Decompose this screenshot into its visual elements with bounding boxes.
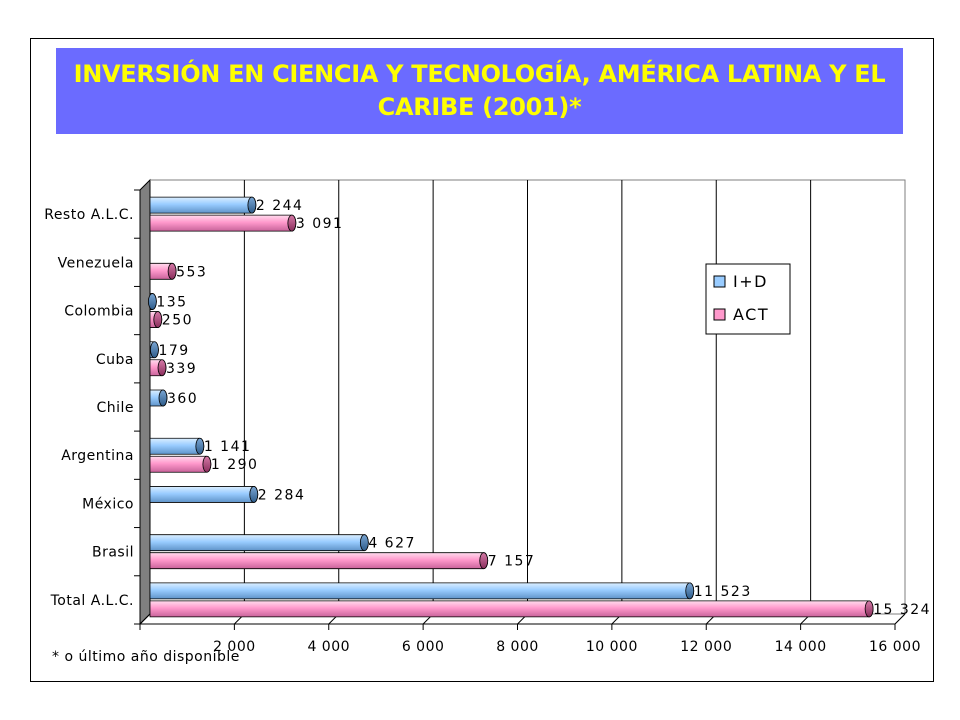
- bar-cap: [249, 486, 259, 503]
- bar-cap: [202, 455, 212, 473]
- bar-act: [149, 552, 489, 570]
- gridline-floor: [894, 613, 906, 625]
- x-tick-label: 6 000: [402, 639, 445, 655]
- legend-label: I+D: [733, 272, 768, 291]
- bar-act: [149, 455, 212, 473]
- x-tick-label: 12 000: [680, 639, 732, 655]
- footnote: * o último año disponible: [52, 649, 240, 665]
- x-tick-label: 16 000: [869, 639, 921, 655]
- bar-cap: [287, 214, 297, 232]
- x-tick-label: 8 000: [496, 639, 539, 655]
- data-label: 7 157: [488, 554, 536, 570]
- category-label: Brasil: [92, 545, 134, 561]
- bar-cap: [479, 552, 489, 570]
- category-label: Total A.L.C.: [50, 593, 134, 609]
- legend-swatch: [713, 275, 726, 288]
- data-labels: 2 244 3 091 553 135 250 179 339 360 1 141 1 290 2 …: [156, 198, 931, 618]
- data-label: 250: [162, 313, 193, 329]
- category-label: Colombia: [64, 304, 134, 320]
- x-tick-label: 4 000: [307, 639, 350, 655]
- data-label: 4 627: [368, 536, 416, 552]
- chart-title: INVERSIÓN EN CIENCIA Y TECNOLOGÍA, AMÉRI…: [73, 60, 886, 121]
- title-banner: INVERSIÓN EN CIENCIA Y TECNOLOGÍA, AMÉRI…: [56, 48, 903, 134]
- bar-cap: [359, 534, 369, 552]
- gridline-floor: [139, 613, 151, 625]
- data-label: 135: [156, 295, 187, 311]
- category-label: México: [82, 496, 134, 512]
- x-tick-label: 2 000: [213, 639, 256, 655]
- data-label: 179: [158, 343, 189, 359]
- bar-id: [149, 534, 369, 552]
- gridlines: [139, 180, 906, 630]
- data-label: 15 324: [873, 602, 931, 618]
- chart-frame: [30, 38, 934, 682]
- bar-cap: [150, 341, 159, 359]
- x-tick-label: 14 000: [775, 639, 827, 655]
- data-label: 360: [167, 391, 198, 407]
- bar-cap: [247, 196, 257, 214]
- category-label: Chile: [96, 400, 134, 416]
- bar-cap: [864, 600, 874, 618]
- data-label: 339: [166, 361, 197, 377]
- data-label: 1 290: [211, 457, 259, 473]
- category-label: Argentina: [61, 448, 134, 464]
- bar-cap: [685, 582, 695, 600]
- legend: I+D ACT: [705, 263, 791, 335]
- category-label: Cuba: [96, 352, 134, 368]
- bar-cap: [158, 389, 168, 407]
- bar-cap: [195, 437, 205, 455]
- x-tick-labels: 2 000 4 000 6 000 8 000 10 000 12 000 14 000 16…: [213, 639, 921, 655]
- legend-swatch: [713, 308, 726, 321]
- data-label: 3 091: [296, 216, 344, 232]
- left-wall: [139, 178, 151, 626]
- category-label: Resto A.L.C.: [44, 207, 134, 223]
- data-label: 11 523: [694, 584, 752, 600]
- bar-cap: [157, 359, 167, 377]
- bars: [147, 196, 874, 618]
- data-label: 1 141: [204, 439, 252, 455]
- bar-id: [149, 486, 259, 503]
- bar-cap: [147, 293, 157, 310]
- bar-id: [149, 196, 257, 214]
- bar-cap: [167, 262, 177, 280]
- category-labels: Resto A.L.C. Venezuela Colombia Cuba Chile Ar…: [44, 189, 140, 625]
- legend-label: ACT: [733, 305, 769, 324]
- bar-id: [149, 582, 695, 600]
- bar-act: [149, 600, 874, 618]
- x-tick-label: 10 000: [586, 639, 638, 655]
- category-label: Venezuela: [58, 255, 134, 271]
- bar-cap: [153, 311, 163, 328]
- plot-back-border: [150, 179, 906, 614]
- bar-act: [149, 214, 297, 232]
- data-label: 2 284: [258, 487, 306, 503]
- data-label: 2 244: [256, 198, 304, 214]
- data-label: 553: [176, 264, 207, 280]
